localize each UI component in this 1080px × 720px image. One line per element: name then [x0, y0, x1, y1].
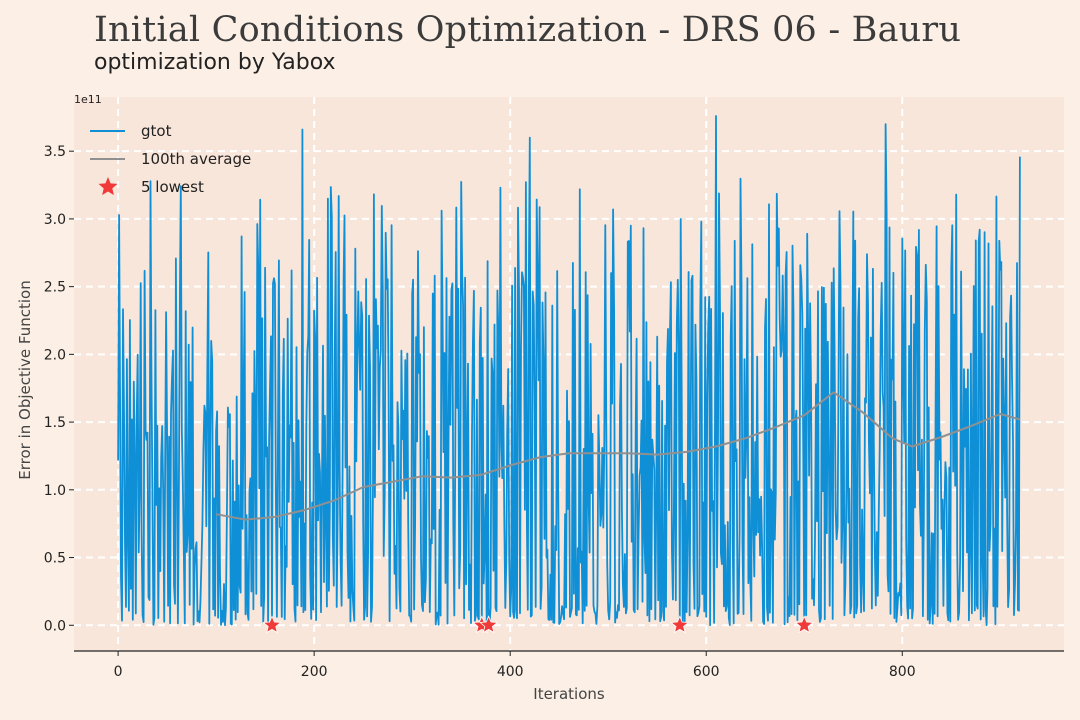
x-tick-label: 400 [497, 664, 524, 680]
series-100th-average [215, 391, 1021, 521]
lowest-star-marker [479, 615, 499, 634]
chart-title: Initial Conditions Optimization - DRS 06… [94, 10, 962, 50]
legend-label: gtot [141, 122, 172, 140]
x-axis-label: Iterations [533, 685, 605, 703]
lowest-star-marker [794, 615, 814, 634]
legend-label: 5 lowest [141, 178, 204, 196]
legend: gtot 100th average 5 lowest [90, 122, 251, 196]
y-axis-label: Error in Objective Function [16, 280, 34, 479]
y-scale-label: 1e11 [74, 93, 102, 106]
lowest-star-marker [262, 615, 282, 634]
gtot-line [117, 115, 1021, 627]
y-tick-label: 1.5 [44, 415, 66, 431]
series-5-lowest [262, 615, 814, 634]
legend-swatch-lowest [98, 177, 118, 196]
y-tick-label: 3.5 [44, 144, 66, 160]
y-ticks: 0.0 0.5 1.0 1.5 2.0 2.5 3.0 3.5 [44, 144, 74, 634]
y-tick-label: 3.0 [44, 212, 66, 228]
y-tick-label: 2.5 [44, 280, 66, 296]
y-tick-label: 1.0 [44, 483, 66, 499]
x-tick-label: 600 [693, 664, 720, 680]
lowest-star-marker [670, 615, 690, 634]
legend-label: 100th average [141, 150, 251, 168]
y-tick-label: 2.0 [44, 347, 66, 363]
y-tick-label: 0.0 [44, 618, 66, 634]
x-ticks: 0 200 400 600 800 [114, 651, 916, 680]
x-tick-label: 800 [889, 664, 916, 680]
average-line [215, 391, 1021, 521]
chart-subtitle: optimization by Yabox [94, 50, 336, 75]
series-gtot [117, 115, 1021, 627]
x-tick-label: 0 [114, 664, 123, 680]
x-tick-label: 200 [301, 664, 328, 680]
y-tick-label: 0.5 [44, 551, 66, 567]
